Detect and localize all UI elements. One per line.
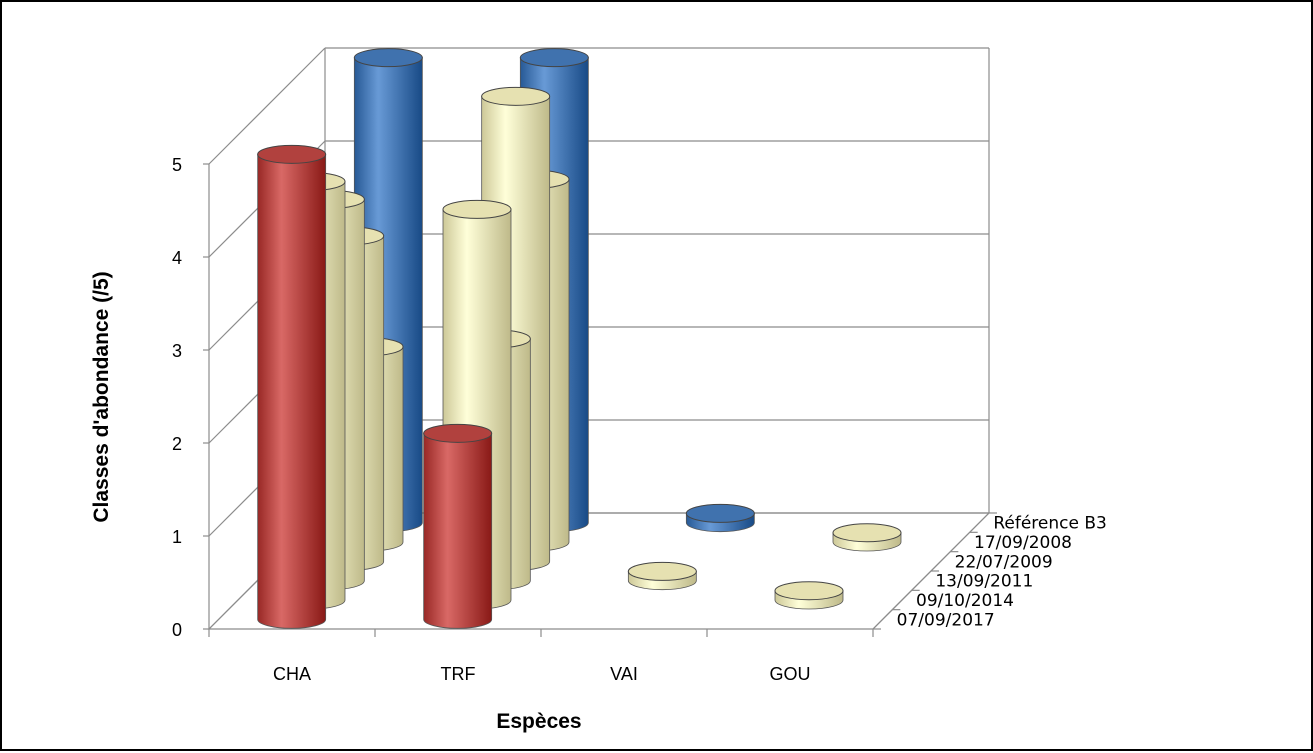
bar-top xyxy=(685,503,755,523)
bar-GOU-4 xyxy=(832,523,902,552)
x-axis-title: Espèces xyxy=(496,710,581,733)
bar-top xyxy=(353,48,423,68)
chart-bars xyxy=(257,48,902,629)
category-label: GOU xyxy=(769,664,810,684)
y-axis-title: Classes d'abondance (/5) xyxy=(90,271,113,522)
y-tick-label: 5 xyxy=(172,155,182,175)
y-tick-label: 4 xyxy=(172,248,182,268)
bar-top xyxy=(832,523,902,543)
y-tick-label: 1 xyxy=(172,527,182,547)
series-label: 13/09/2011 xyxy=(935,572,1033,592)
y-tick-label: 0 xyxy=(172,620,182,640)
bar-VAI-5 xyxy=(685,503,755,533)
bar-top xyxy=(627,561,697,581)
bar-top xyxy=(519,48,589,68)
series-label: 22/07/2009 xyxy=(955,552,1053,572)
bar-top xyxy=(442,199,512,219)
bar-GOU-1 xyxy=(774,581,844,610)
bar-TRF-0 xyxy=(423,423,493,629)
bar-body xyxy=(257,153,327,629)
category-label: VAI xyxy=(610,664,638,684)
depth-axis xyxy=(872,512,990,630)
series-label: 07/09/2017 xyxy=(897,610,995,630)
side-gridline xyxy=(208,47,326,165)
bar-top xyxy=(481,86,551,106)
bar-VAI-2 xyxy=(627,561,697,591)
series-label: 09/10/2014 xyxy=(916,591,1014,611)
bar-CHA-0 xyxy=(257,144,327,629)
series-label: Référence B3 xyxy=(993,514,1106,534)
y-tick-label: 2 xyxy=(172,434,182,454)
chart-labels: 0 1 2 3 4 5 CHA TRF VAI GOU 07/09/201709/10/201413… xyxy=(172,155,1107,684)
bar-top xyxy=(423,423,493,443)
series-label: 17/09/2008 xyxy=(974,533,1072,553)
y-tick-label: 3 xyxy=(172,341,182,361)
bar-top xyxy=(257,144,327,164)
category-label: CHA xyxy=(273,664,311,684)
category-label: TRF xyxy=(441,664,476,684)
bar-top xyxy=(774,581,844,601)
bar-body xyxy=(423,432,493,629)
